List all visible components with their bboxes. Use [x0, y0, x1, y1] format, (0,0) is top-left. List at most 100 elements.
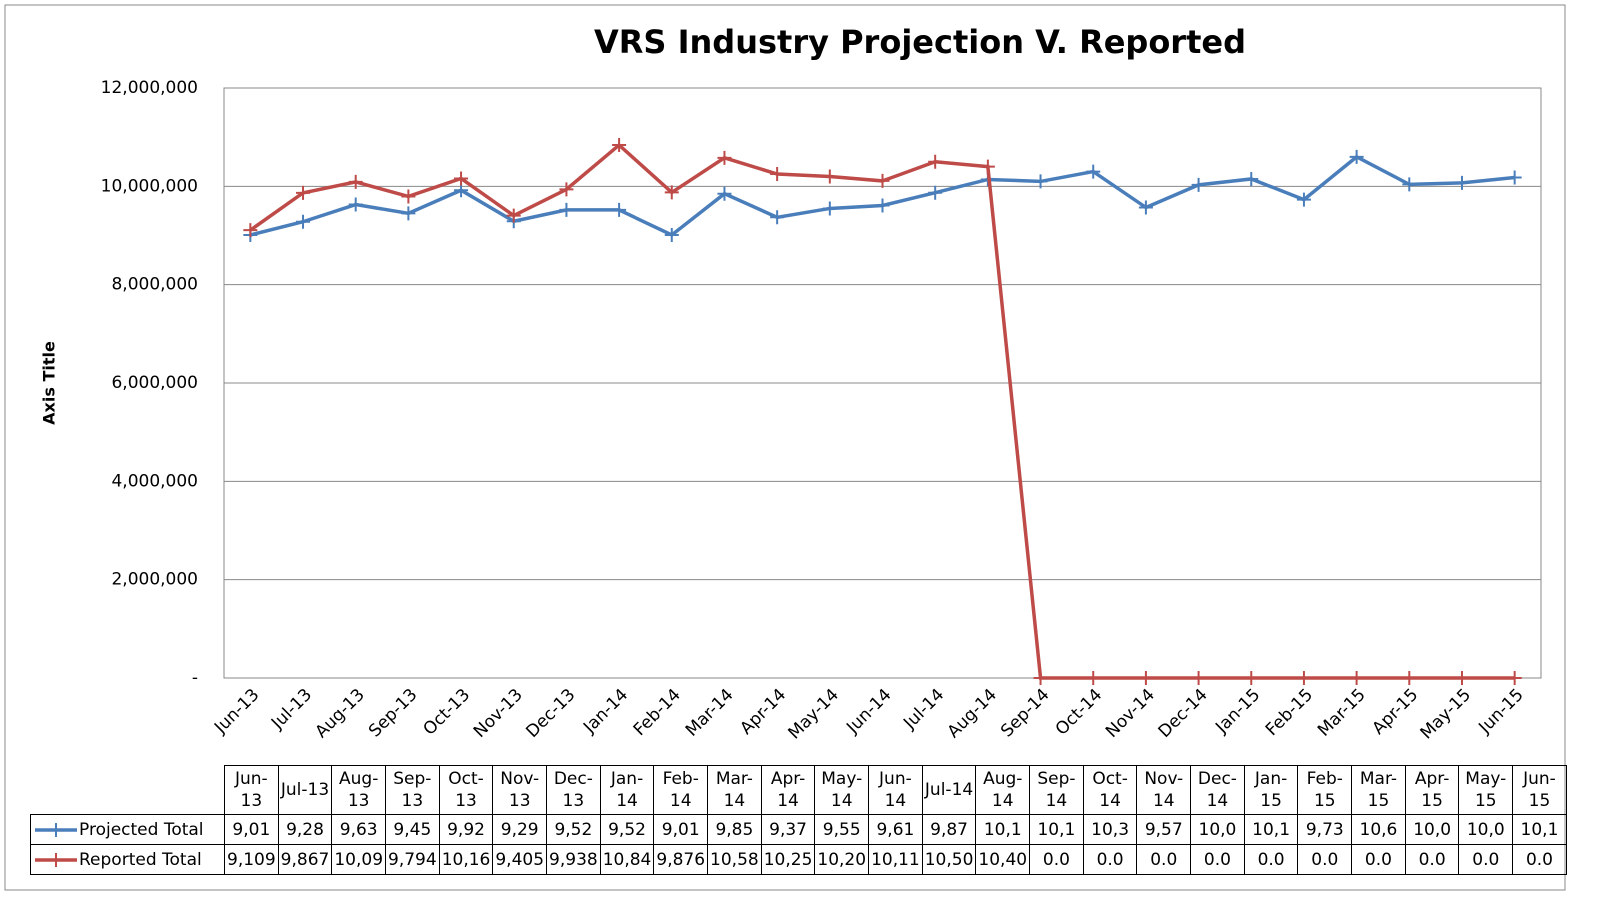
table-header: Feb-15: [1297, 765, 1353, 815]
table-value: 0.0: [1082, 844, 1138, 875]
table-value: 9,87: [921, 814, 977, 845]
series-marker: [980, 159, 995, 174]
table-value: 0.0: [1190, 844, 1245, 875]
table-header: Apr-14: [760, 765, 816, 815]
y-tick-label: 2,000,000: [111, 570, 198, 590]
table-value: 10,1: [1029, 814, 1084, 845]
series-marker: [717, 150, 732, 165]
table-value: 10,40: [975, 844, 1031, 875]
legend-marker: [49, 822, 63, 837]
series-marker: [1402, 671, 1417, 685]
table-value: 9,45: [385, 814, 440, 845]
series-marker: [717, 186, 732, 201]
table-header: Sep-14: [1029, 765, 1084, 815]
x-tick-label: Apr-14: [736, 685, 790, 739]
legend-entry: Reported Total: [30, 844, 225, 875]
table-value: 10,58: [707, 844, 762, 875]
table-header: Jun-14: [868, 765, 923, 815]
table-value: 10,0: [1404, 814, 1460, 845]
table-value: 9,109: [224, 844, 279, 875]
table-header: Dec-14: [1190, 765, 1245, 815]
table-header: Oct-13: [438, 765, 494, 815]
series-marker: [770, 167, 785, 182]
series-line: [249, 154, 1515, 238]
table-header: Jun-13: [224, 765, 279, 815]
x-tick-label: Sep-13: [365, 685, 421, 741]
table-value: 9,52: [546, 814, 601, 845]
x-tick-label: Jan-14: [579, 685, 632, 738]
x-tick-label: Oct-14: [1052, 685, 1107, 740]
legend-label: Projected Total: [79, 819, 204, 840]
table-value: 9,73: [1297, 814, 1353, 845]
table-header: Nov-13: [492, 765, 548, 815]
x-tick-label: Dec-13: [522, 685, 579, 742]
table-value: 10,11: [868, 844, 923, 875]
series-marker: [559, 202, 574, 217]
table-value: 9,57: [1136, 814, 1192, 845]
series-marker: [612, 138, 627, 153]
chart-border: [4, 4, 1566, 891]
table-value: 10,50: [921, 844, 977, 875]
series-marker: [1507, 170, 1522, 185]
x-tick-label: Jun-15: [1474, 685, 1527, 738]
series-marker: [1033, 671, 1048, 685]
table-value: 10,20: [814, 844, 870, 875]
table-value: 10,0: [1458, 814, 1514, 845]
table-value: 10,1: [1512, 814, 1567, 845]
series-marker: [401, 189, 416, 204]
table-value: 9,63: [331, 814, 387, 845]
table-value: 0.0: [1029, 844, 1084, 875]
table-header: Aug-13: [331, 765, 387, 815]
table-value: 10,0: [1190, 814, 1245, 845]
data-table: Jun-13 Jul-13 Aug-13 Sep-13 Oct-13 Nov-13 Dec-…: [30, 765, 1567, 875]
table-value: 0.0: [1512, 844, 1567, 875]
series-marker: [1454, 175, 1469, 190]
table-value: 10,3: [1082, 814, 1138, 845]
x-tick-label: May-15: [1417, 685, 1475, 743]
series-marker: [1507, 671, 1522, 685]
series-marker: [1349, 149, 1364, 164]
series-marker: [1086, 671, 1101, 685]
series-marker: [559, 182, 574, 197]
table-value: 9,61: [868, 814, 923, 845]
x-tick-label: Jun-13: [210, 685, 263, 738]
series-marker: [1349, 671, 1364, 685]
table-value: 10,84: [599, 844, 655, 875]
x-tick-label: Feb-15: [1262, 685, 1317, 740]
table-header: Feb-14: [653, 765, 709, 815]
table-value: 9,29: [492, 814, 548, 845]
series-marker: [1244, 171, 1259, 186]
table-value: 9,405: [492, 844, 548, 875]
series-marker: [664, 185, 679, 200]
x-tick-label: Aug-14: [944, 685, 1001, 742]
table-value: 10,1: [975, 814, 1031, 845]
table-value: 9,85: [707, 814, 762, 845]
x-tick-label: Jan-15: [1211, 685, 1264, 738]
series-marker: [1296, 192, 1311, 207]
table-value: 0.0: [1351, 844, 1406, 875]
table-header: Mar-14: [707, 765, 762, 815]
series-marker: [1244, 671, 1259, 685]
legend-entry: Projected Total: [30, 814, 225, 845]
table-value: 10,16: [438, 844, 494, 875]
y-axis-title: Axis Title: [40, 341, 59, 425]
table-value: 0.0: [1297, 844, 1353, 875]
legend-swatch: [35, 852, 77, 867]
series-marker: [664, 228, 679, 243]
series-marker: [1191, 177, 1206, 192]
table-value: 9,28: [277, 814, 333, 845]
series-marker: [1138, 671, 1153, 685]
x-tick-label: Aug-13: [312, 685, 369, 742]
y-tick-label: 8,000,000: [111, 275, 198, 295]
legend-marker: [49, 852, 63, 867]
x-tick-label: Dec-14: [1155, 685, 1212, 742]
series-marker: [612, 202, 627, 217]
series-marker: [296, 214, 311, 229]
table-header: May-14: [814, 765, 870, 815]
table-header: Dec-13: [546, 765, 601, 815]
series-marker: [822, 169, 837, 184]
series-marker: [348, 174, 363, 189]
table-value: 0.0: [1243, 844, 1299, 875]
